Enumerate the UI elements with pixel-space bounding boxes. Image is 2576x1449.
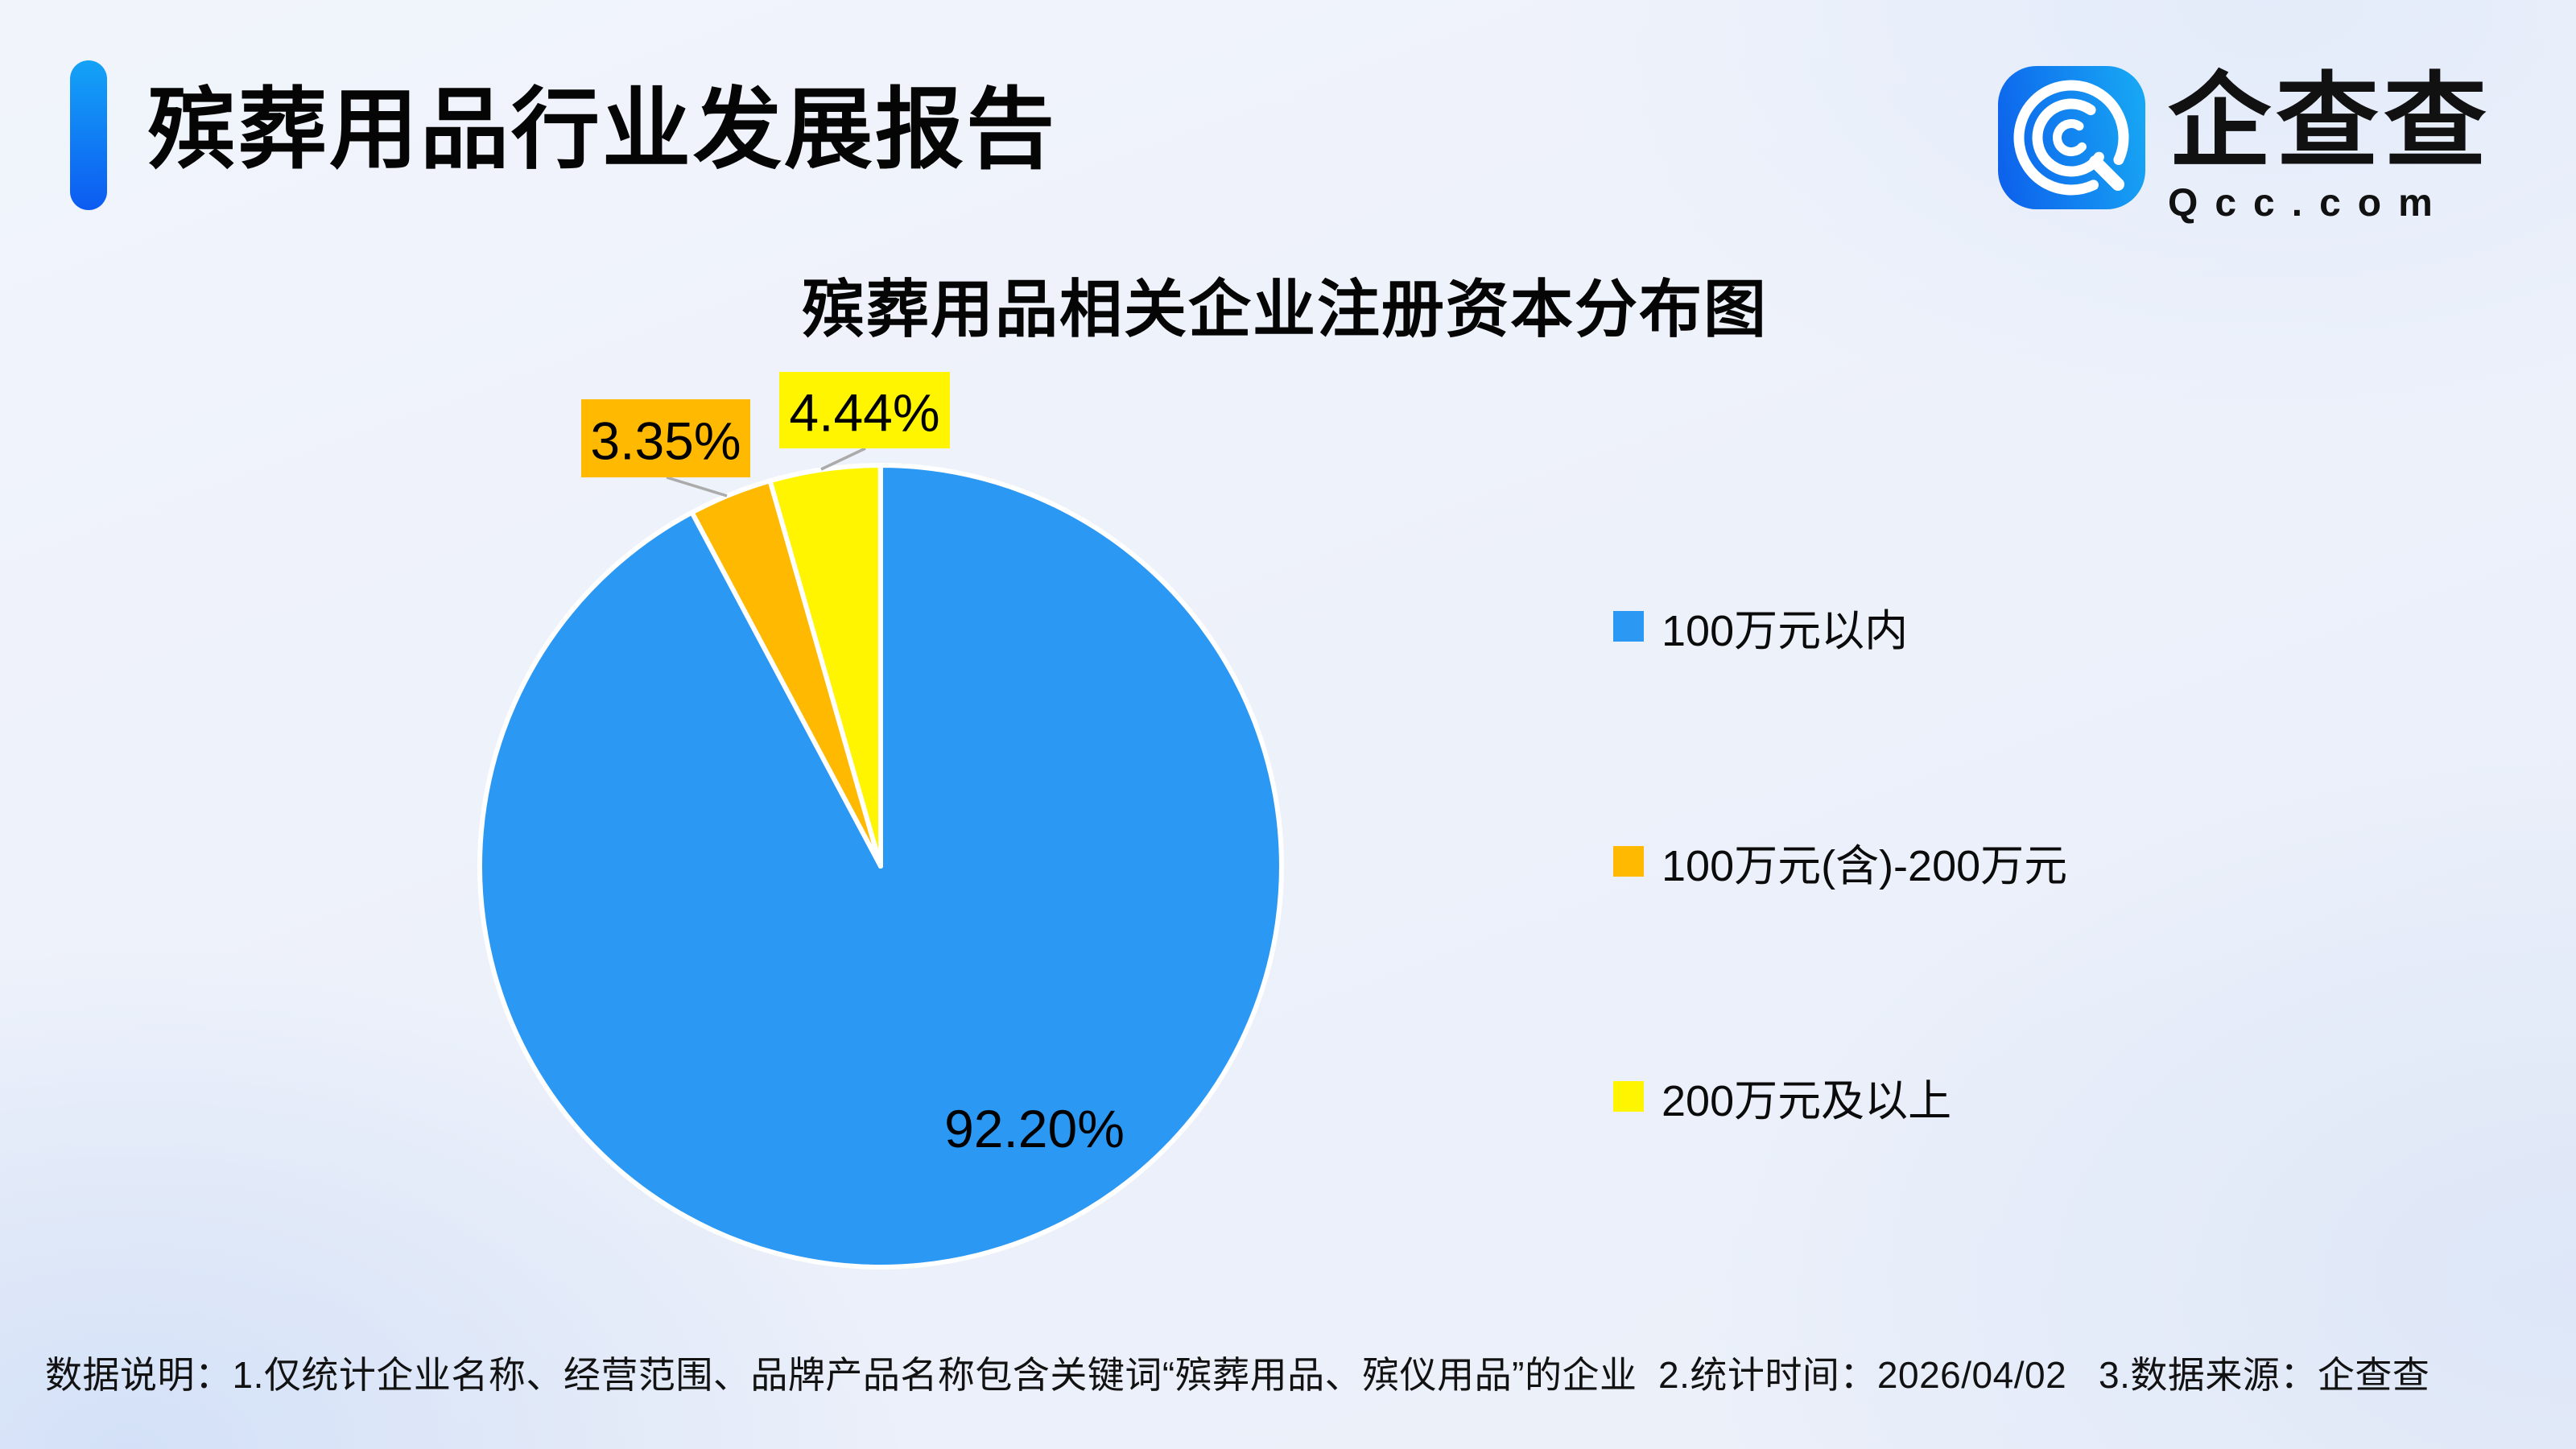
legend-marker-2 xyxy=(1613,1081,1644,1112)
logo-brand-name: 企查查 xyxy=(2168,64,2492,180)
pie-slice-2 xyxy=(767,463,883,869)
pie-label-box-2 xyxy=(779,372,950,448)
legend-label-0: 100万元以内 xyxy=(1662,606,1909,655)
logo-q-ring xyxy=(2013,80,2129,196)
pie-slice-0 xyxy=(477,463,1284,1269)
pie-label-box-1 xyxy=(581,399,750,477)
legend-label-1: 100万元(含)-200万元 xyxy=(1662,841,2068,890)
legend-label-2: 200万元及以上 xyxy=(1662,1076,1952,1125)
data-notes: 数据说明：1.仅统计企业名称、经营范围、品牌产品名称包含关键词“殡葬用品、殡仪用… xyxy=(45,1354,2430,1396)
qcc-logo-icon xyxy=(1998,66,2145,209)
legend-item-1: 100万元(含)-200万元 xyxy=(1613,836,2067,890)
legend-item-2: 200万元及以上 xyxy=(1613,1071,1951,1125)
logo-q-handle xyxy=(2089,155,2124,191)
logo-text: 企查查 Qcc.com xyxy=(2168,64,2492,225)
pie-label-1: 3.35% xyxy=(590,411,741,471)
legend-item-0: 100万元以内 xyxy=(1613,601,1908,655)
pie-label-2: 4.44% xyxy=(789,383,939,443)
legend-marker-0 xyxy=(1613,611,1644,642)
pie-label-0: 92.20% xyxy=(944,1099,1125,1158)
pie-slice-1 xyxy=(689,478,883,869)
logo-brand-domain: Qcc.com xyxy=(2168,181,2450,225)
chart-title: 殡葬用品相关企业注册资本分布图 xyxy=(801,274,1769,345)
logo-c-ring xyxy=(2032,98,2104,177)
pie-label-leader-1 xyxy=(666,476,728,497)
legend-marker-1 xyxy=(1613,846,1644,877)
title-accent-bar xyxy=(70,60,107,210)
logo-inner-c xyxy=(2053,119,2087,156)
pie-label-leader-2 xyxy=(820,447,866,471)
page-title: 殡葬用品行业发展报告 xyxy=(147,80,1057,180)
qcc-logo: 企查查 Qcc.com xyxy=(1998,64,2492,225)
